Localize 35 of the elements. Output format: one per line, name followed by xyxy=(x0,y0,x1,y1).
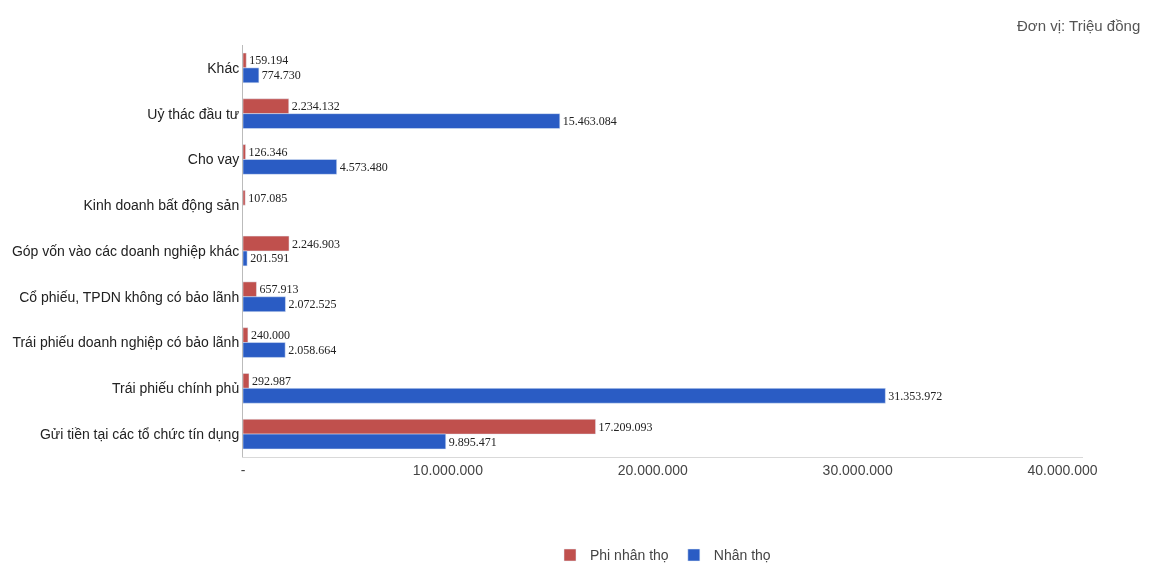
y-tick-label: Góp vốn vào các doanh nghiệp khác xyxy=(11,242,240,259)
y-tick-label: Trái phiếu chính phủ xyxy=(112,380,240,397)
data-label: 107.085 xyxy=(248,190,288,205)
data-label: 17.209.093 xyxy=(598,419,653,434)
y-tick-label: Trái phiếu doanh nghiệp có bảo lãnh xyxy=(12,334,240,351)
data-label: 2.234.132 xyxy=(291,99,340,114)
data-label: 2.058.664 xyxy=(288,342,337,357)
bar xyxy=(243,190,246,206)
data-label: 9.895.471 xyxy=(448,434,497,449)
y-tick-label: Gửi tiền tại các tổ chức tín dụng xyxy=(39,426,240,443)
data-label: 240.000 xyxy=(250,328,290,343)
data-label: 292.987 xyxy=(252,373,291,388)
y-tick-label: Cho vay xyxy=(187,151,240,168)
text: Đơn vị: Triệu đồng xyxy=(1017,17,1141,34)
x-tick-label: 40.000.000 xyxy=(1027,461,1098,478)
x-tick-label: 30.000.000 xyxy=(822,461,893,478)
x-tick-label: - xyxy=(240,461,246,478)
x-tick-label: 20.000.000 xyxy=(617,461,688,478)
data-label: 4.573.480 xyxy=(339,159,388,174)
data-label: 2.246.903 xyxy=(292,236,341,251)
data-label: 774.730 xyxy=(261,68,301,83)
y-tick-label: Cổ phiếu, TPDN không có bảo lãnh xyxy=(19,288,240,305)
legend-label: Phi nhân thọ xyxy=(590,547,669,564)
data-label: 159.194 xyxy=(249,53,289,68)
y-tick-label: Khác xyxy=(207,59,240,76)
y-tick-label: Kinh doanh bất động sản xyxy=(83,197,240,214)
data-label: 126.346 xyxy=(248,145,288,160)
y-tick-label: Uỷ thác đầu tư xyxy=(147,105,240,122)
legend-label: Nhân thọ xyxy=(713,547,771,564)
data-label: 201.591 xyxy=(250,251,290,266)
data-label: 2.072.525 xyxy=(288,297,337,312)
data-label: 31.353.972 xyxy=(888,388,943,403)
data-label: 15.463.084 xyxy=(562,114,617,129)
data-label: 657.913 xyxy=(259,282,299,297)
x-tick-label: 10.000.000 xyxy=(412,461,484,478)
